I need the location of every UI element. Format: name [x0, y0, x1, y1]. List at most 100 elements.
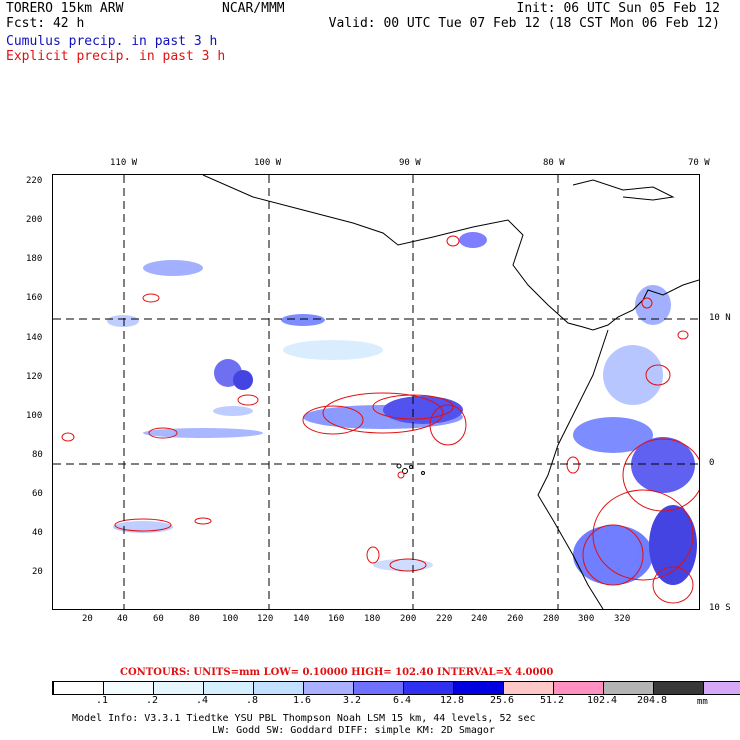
x-tick-160: 160	[328, 614, 345, 624]
precip-area	[459, 232, 487, 248]
precip-contour	[366, 546, 380, 564]
y-tick-80: 80	[32, 450, 43, 460]
lon-label-110w: 110 W	[110, 158, 138, 168]
map-canvas	[53, 174, 704, 610]
colorbar-swatch	[353, 682, 403, 694]
colorbar-swatch	[53, 682, 103, 694]
colorbar-level-label: .8	[245, 695, 259, 706]
colorbar-level-label: 1.6	[292, 695, 312, 706]
x-tick-240: 240	[471, 614, 488, 624]
x-tick-40: 40	[117, 614, 128, 624]
x-tick-80: 80	[189, 614, 200, 624]
precip-contour	[237, 394, 259, 406]
south-america-coast	[537, 329, 609, 610]
precip-area	[283, 340, 383, 360]
x-tick-320: 320	[614, 614, 631, 624]
colorbar-level-label: 25.6	[489, 695, 515, 706]
x-tick-220: 220	[436, 614, 453, 624]
precip-area	[281, 314, 325, 326]
explicit-legend: Explicit precip. in past 3 h	[6, 49, 226, 64]
precip-contour	[194, 517, 212, 525]
lon-label-90w: 90 W	[399, 158, 421, 168]
cumulus-precip-shading	[107, 232, 697, 585]
precip-area	[373, 559, 433, 571]
colorbar-level-label: .1	[95, 695, 109, 706]
y-tick-100: 100	[26, 411, 43, 421]
colorbar-swatch	[553, 682, 603, 694]
lat-label-10n: 10 N	[709, 313, 731, 323]
init-time: Init: 06 UTC Sun 05 Feb 12	[516, 1, 721, 16]
colorbar-swatch	[703, 682, 740, 694]
model-title: TORERO 15km ARW	[6, 1, 124, 16]
precip-contour	[582, 524, 644, 586]
precip-contour	[677, 330, 689, 340]
galapagos-island	[409, 465, 413, 469]
lon-label-100w: 100 W	[254, 158, 282, 168]
precip-area	[107, 315, 139, 327]
colorbar-level-label: 204.8	[636, 695, 668, 706]
precip-contour	[645, 364, 671, 386]
colorbar-level-label: .2	[145, 695, 159, 706]
x-tick-180: 180	[364, 614, 381, 624]
galapagos-island	[402, 468, 408, 474]
forecast-hour: Fcst: 42 h	[6, 16, 85, 31]
colorbar-swatch	[303, 682, 353, 694]
x-tick-140: 140	[293, 614, 310, 624]
x-tick-200: 200	[400, 614, 417, 624]
lat-label-0: 0	[709, 458, 715, 468]
y-tick-20: 20	[32, 567, 43, 577]
precip-area	[631, 437, 695, 493]
precip-contour	[61, 432, 75, 442]
colorbar-units: mm	[697, 697, 708, 707]
precip-area	[603, 345, 663, 405]
colorbar-swatch	[453, 682, 503, 694]
precip-area	[573, 417, 653, 453]
colorbar-level-label: 6.4	[392, 695, 412, 706]
precip-contour	[372, 394, 454, 420]
colorbar-swatch	[203, 682, 253, 694]
precip-contour	[114, 518, 172, 532]
precip-contour	[429, 404, 467, 446]
precip-area	[383, 396, 463, 424]
colorbar-level-label: .4	[195, 695, 209, 706]
colorbar-level-label: 3.2	[342, 695, 362, 706]
precip-area	[233, 370, 253, 390]
x-tick-260: 260	[507, 614, 524, 624]
precip-area	[649, 505, 697, 585]
precip-contour	[397, 471, 405, 479]
y-tick-160: 160	[26, 293, 43, 303]
precip-contour	[566, 456, 580, 474]
colorbar-swatch	[103, 682, 153, 694]
x-tick-120: 120	[257, 614, 274, 624]
y-tick-60: 60	[32, 489, 43, 499]
precip-contour	[592, 489, 694, 581]
y-tick-120: 120	[26, 372, 43, 382]
x-tick-60: 60	[153, 614, 164, 624]
colorbar-swatch	[403, 682, 453, 694]
precip-contour	[322, 392, 444, 434]
galapagos-island	[421, 471, 425, 475]
model-info-line2: LW: Godd SW: Goddard DIFF: simple KM: 2D…	[212, 725, 495, 736]
precip-area	[573, 525, 653, 585]
model-info-line1: Model Info: V3.3.1 Tiedtke YSU PBL Thomp…	[72, 713, 536, 724]
precip-contour	[389, 558, 427, 572]
caribbean-island	[572, 179, 675, 201]
central-america-coast	[202, 174, 700, 331]
precip-area	[143, 260, 203, 276]
precip-contour	[641, 297, 653, 309]
colorbar-level-label: 12.8	[439, 695, 465, 706]
colorbar-level-label: 102.4	[586, 695, 618, 706]
galapagos-island	[396, 463, 402, 469]
lon-label-70w: 70 W	[688, 158, 710, 168]
y-tick-220: 220	[26, 176, 43, 186]
colorbar	[52, 681, 740, 695]
colorbar-level-label: 51.2	[539, 695, 565, 706]
cumulus-legend: Cumulus precip. in past 3 h	[6, 34, 218, 49]
precip-contour	[652, 566, 694, 604]
organization-label: NCAR/MMM	[222, 1, 285, 16]
y-tick-140: 140	[26, 333, 43, 343]
x-tick-20: 20	[82, 614, 93, 624]
precip-contour	[302, 405, 364, 435]
precip-contour	[142, 293, 160, 303]
x-tick-300: 300	[578, 614, 595, 624]
